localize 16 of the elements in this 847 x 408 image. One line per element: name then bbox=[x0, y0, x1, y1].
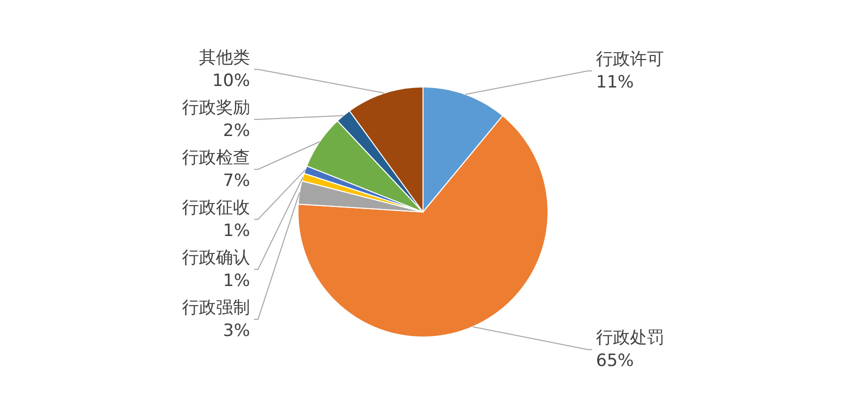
data-label: 1% bbox=[223, 220, 250, 241]
slice-label: 行政许可 bbox=[596, 49, 664, 70]
slice-label: 其他类 bbox=[199, 48, 250, 68]
slice-label: 行政确认 bbox=[182, 248, 250, 268]
data-label: 65% bbox=[596, 351, 634, 372]
slice-label: 行政奖励 bbox=[182, 98, 250, 118]
data-label: 11% bbox=[596, 72, 634, 92]
slice-label: 行政强制 bbox=[182, 298, 250, 318]
data-label: 1% bbox=[223, 270, 250, 291]
data-label: 10% bbox=[212, 70, 250, 91]
data-label: 2% bbox=[223, 120, 250, 141]
data-label: 3% bbox=[223, 320, 250, 341]
slice-label: 行政检查 bbox=[182, 148, 250, 168]
data-label: 7% bbox=[223, 170, 250, 191]
slice-label: 行政处罚 bbox=[596, 328, 664, 348]
slice-label: 行政征收 bbox=[182, 198, 250, 218]
